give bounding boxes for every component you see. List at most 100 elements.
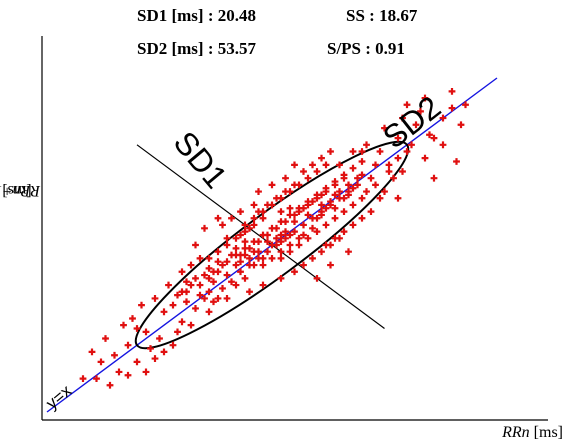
- data-point: [381, 124, 388, 132]
- data-point: [183, 278, 190, 286]
- data-point: [255, 208, 262, 215]
- data-point: [183, 298, 190, 306]
- data-point: [156, 335, 163, 342]
- data-point: [133, 325, 141, 332]
- data-point: [160, 308, 168, 316]
- data-point: [331, 204, 339, 212]
- data-point: [124, 371, 132, 379]
- stat-ss: SS : 18.67: [346, 6, 418, 25]
- data-point: [358, 148, 366, 155]
- data-point: [318, 191, 325, 199]
- data-point: [327, 241, 334, 249]
- data-point: [318, 154, 325, 162]
- data-point: [259, 261, 267, 269]
- sd1-label: SD1: [167, 124, 235, 195]
- data-point: [160, 348, 168, 356]
- data-point: [151, 295, 159, 302]
- data-point: [300, 221, 307, 229]
- data-point: [201, 295, 208, 302]
- data-point: [358, 171, 366, 179]
- data-point: [403, 148, 411, 155]
- data-point: [174, 328, 181, 336]
- data-point: [322, 161, 330, 169]
- data-point: [259, 254, 267, 262]
- data-point: [268, 181, 276, 189]
- data-point: [349, 221, 357, 229]
- data-point: [237, 208, 244, 215]
- data-point: [430, 134, 438, 142]
- data-point: [147, 345, 154, 352]
- data-point: [115, 368, 123, 376]
- data-point: [318, 211, 325, 219]
- data-point: [255, 188, 262, 195]
- data-point: [120, 321, 127, 329]
- data-point: [291, 268, 298, 276]
- data-point: [250, 261, 258, 269]
- data-point: [412, 121, 420, 129]
- data-point: [97, 358, 105, 366]
- data-point: [394, 154, 402, 162]
- data-point: [309, 161, 316, 169]
- data-point: [399, 168, 406, 175]
- x-axis-label-var: RRn: [502, 424, 530, 441]
- data-point: [304, 211, 312, 219]
- data-point: [448, 104, 456, 112]
- data-point: [106, 381, 114, 389]
- data-point: [349, 164, 357, 172]
- data-point: [417, 108, 424, 115]
- data-point: [228, 251, 235, 259]
- data-point: [250, 221, 258, 229]
- data-point: [394, 194, 402, 202]
- data-point: [399, 114, 406, 122]
- data-point: [336, 234, 343, 242]
- data-point: [394, 134, 402, 142]
- data-point: [403, 101, 411, 109]
- data-point: [336, 188, 343, 195]
- data-point: [309, 224, 316, 232]
- data-point: [376, 148, 384, 155]
- data-point: [246, 254, 253, 262]
- data-point: [219, 285, 226, 292]
- data-point: [426, 131, 433, 139]
- data-point: [223, 258, 231, 266]
- data-point: [196, 281, 204, 289]
- data-point: [214, 214, 222, 222]
- data-point: [439, 141, 447, 149]
- data-point: [286, 241, 294, 249]
- data-point: [277, 275, 285, 282]
- data-point: [187, 281, 195, 289]
- data-point: [457, 121, 465, 129]
- data-point: [133, 358, 141, 366]
- data-point: [246, 224, 253, 232]
- data-point: [201, 271, 208, 279]
- data-point: [390, 174, 397, 182]
- data-point: [313, 168, 321, 175]
- data-point: [322, 204, 330, 212]
- data-point: [331, 181, 339, 189]
- data-point: [282, 188, 289, 195]
- data-point: [169, 341, 177, 349]
- data-point: [345, 191, 352, 199]
- data-point: [264, 238, 271, 246]
- data-point: [300, 231, 307, 239]
- data-point: [277, 208, 285, 215]
- data-point: [304, 201, 312, 209]
- data-point: [327, 198, 334, 205]
- data-point: [322, 221, 330, 229]
- data-point: [205, 264, 213, 272]
- data-point: [264, 201, 271, 209]
- data-point: [340, 174, 348, 182]
- data-point: [142, 368, 150, 376]
- data-point: [286, 204, 294, 212]
- data-point: [295, 241, 303, 249]
- data-point: [178, 268, 186, 276]
- data-point: [219, 221, 226, 229]
- data-point: [142, 328, 150, 336]
- data-point: [214, 295, 222, 302]
- data-point: [187, 321, 195, 329]
- data-point: [313, 228, 321, 236]
- data-point: [340, 208, 348, 215]
- data-point: [304, 234, 312, 242]
- data-point: [300, 168, 307, 175]
